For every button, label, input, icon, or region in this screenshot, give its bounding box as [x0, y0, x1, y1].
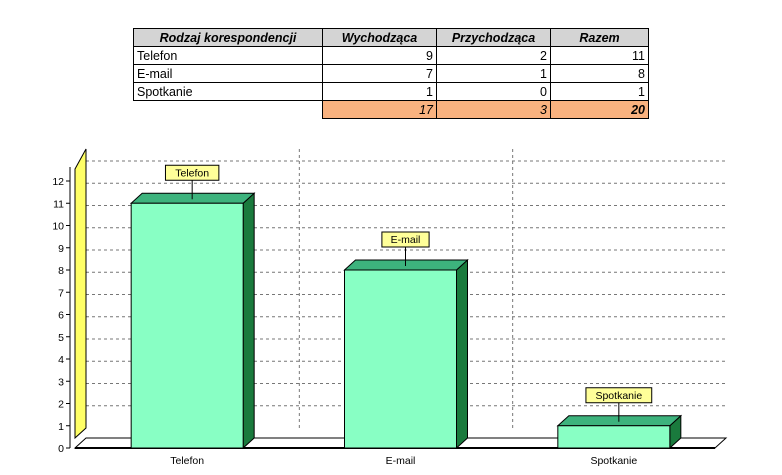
x-tick-label: Spotkanie: [590, 455, 637, 467]
bar: [130, 202, 244, 449]
header-rodzaj: Rodzaj korespondencji: [133, 28, 323, 47]
y-tick-label: 3: [58, 376, 64, 388]
header-przychodzaca: Przychodząca: [436, 28, 551, 47]
bar: [344, 269, 457, 449]
header-wychodzaca: Wychodząca: [322, 28, 437, 47]
data-label-box: [585, 387, 653, 404]
totals-row: 17 3 20: [133, 100, 649, 119]
y-tick-label: 8: [58, 265, 64, 277]
y-tick-label: 4: [58, 354, 64, 366]
y-tick-label: 11: [53, 198, 64, 210]
table-header-row: Rodzaj korespondencji Wychodząca Przycho…: [133, 28, 649, 47]
bar-side: [242, 192, 255, 450]
total-in: 3: [436, 100, 551, 119]
y-tick-label: 5: [58, 332, 64, 344]
y-tick-label: 1: [58, 421, 64, 433]
totals-spacer: [133, 100, 323, 119]
data-label: Spotkanie: [595, 390, 642, 402]
bar: [557, 425, 671, 449]
data-label-box: [381, 231, 430, 248]
y-tick-label: 0: [58, 443, 64, 455]
side-wall: [74, 148, 87, 440]
y-tick-label: 10: [52, 221, 64, 233]
data-label: Telefon: [175, 167, 209, 179]
data-label-box: [164, 164, 220, 181]
bar-side: [456, 258, 468, 450]
y-tick-label: 12: [52, 176, 64, 188]
y-tick-label: 6: [58, 310, 64, 322]
data-label: E-mail: [391, 234, 421, 246]
summary-table: Rodzaj korespondencji Wychodząca Przycho…: [133, 28, 649, 119]
y-tick-label: 9: [58, 243, 64, 255]
y-tick-label: 7: [58, 287, 64, 299]
x-tick-label: Telefon: [170, 455, 204, 467]
x-tick-label: E-mail: [386, 455, 416, 467]
y-tick-label: 2: [58, 399, 64, 411]
total-grand: 20: [550, 100, 649, 119]
row-name: Spotkanie: [133, 82, 323, 101]
